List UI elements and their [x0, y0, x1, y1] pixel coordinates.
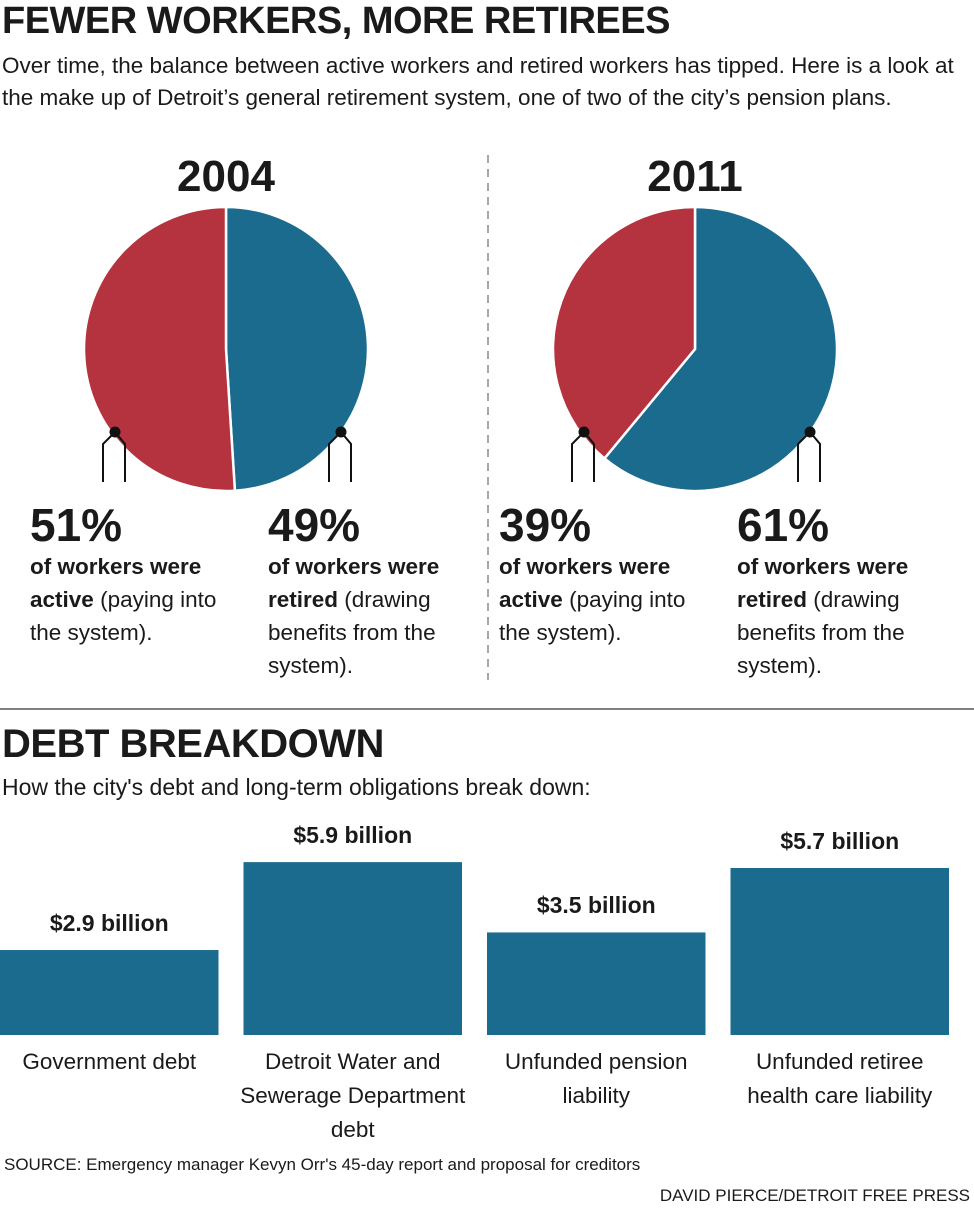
leader-line [328, 431, 342, 482]
leader-line [797, 431, 811, 482]
leader-line [340, 431, 352, 482]
description-bold: of workers were active [30, 554, 202, 612]
category-label: Government debt [22, 1049, 197, 1074]
description: of workers were active (paying into the … [30, 550, 245, 649]
description-text: (paying into the system). [499, 587, 686, 645]
pie-title: 2004 [177, 152, 275, 201]
pie-slice [551, 205, 697, 461]
value-label: $5.7 billion [780, 827, 900, 854]
description-bold: of workers were retired [737, 554, 909, 612]
section-title: DEBT BREAKDOWN [2, 722, 384, 766]
value-label: 49% [268, 499, 361, 551]
section-subtitle: How the city's debt and long-term obliga… [2, 774, 591, 800]
description-bold: of workers were active [499, 554, 671, 612]
description: of workers were active (paying into the … [499, 550, 714, 649]
pie-slice [82, 205, 237, 493]
bar [730, 867, 949, 1035]
bar [243, 862, 462, 1035]
description-bold: of workers were retired [268, 554, 440, 612]
description-text: (drawing benefits from the system). [268, 587, 436, 678]
category-label: Unfunded pension liability [504, 1049, 688, 1108]
bar [487, 932, 706, 1035]
source: SOURCE: Emergency manager Kevyn Orr's 45… [4, 1155, 641, 1174]
pie-slice [224, 205, 370, 493]
leader-line [571, 431, 585, 482]
description-text: (drawing benefits from the system). [737, 587, 905, 678]
description: of workers were retired (drawing benefit… [268, 550, 483, 682]
leader-line [102, 431, 116, 482]
value-label: $3.5 billion [536, 892, 656, 919]
description: of workers were retired (drawing benefit… [737, 550, 952, 682]
bar [0, 950, 219, 1035]
value-label: 61% [737, 499, 830, 551]
title: FEWER WORKERS, MORE RETIREES [2, 0, 670, 42]
value-label: 51% [30, 499, 123, 551]
leader-line [583, 431, 595, 482]
credit: DAVID PIERCE/DETROIT FREE PRESS [659, 1186, 970, 1205]
category-label: Detroit Water and Sewerage Department de… [240, 1049, 466, 1142]
category-label: Unfunded retiree health care liability [747, 1049, 933, 1108]
pie-title: 2011 [647, 152, 743, 201]
leader-line [114, 431, 126, 482]
value-label: $2.9 billion [49, 910, 169, 937]
description-text: (paying into the system). [30, 587, 217, 645]
leader-line [809, 431, 821, 482]
value-label: $5.9 billion [293, 822, 413, 849]
subtitle: Over time, the balance between active wo… [2, 53, 954, 110]
pie-slice [602, 205, 839, 493]
value-label: 39% [499, 499, 592, 551]
